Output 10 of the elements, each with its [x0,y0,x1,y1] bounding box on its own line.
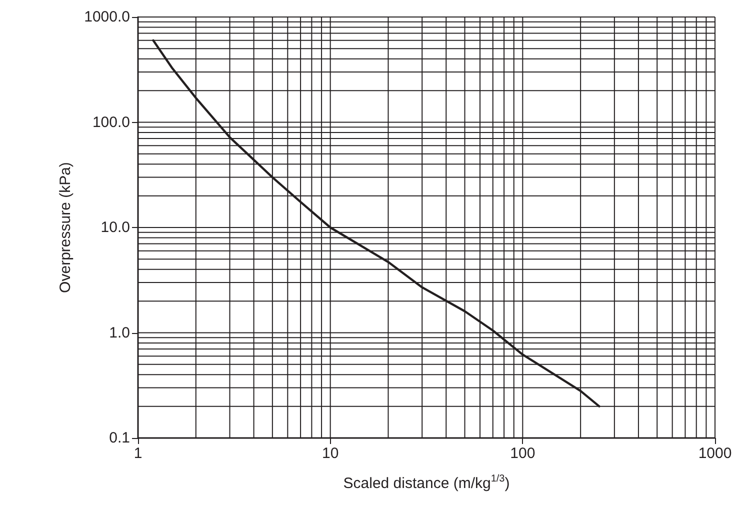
x-tick-label: 100 [510,445,536,462]
x-tick-label: 1 [134,445,142,462]
y-axis-title: Overpressure (kPa) [57,162,74,293]
y-tick-label: 0.1 [109,430,130,446]
y-tick-label: 1.0 [109,324,130,342]
y-tick-label: 1000.0 [84,8,130,26]
x-tick-label: 10 [322,445,339,462]
y-tick-label: 10.0 [100,219,130,236]
x-tick-label: 1000 [698,445,732,462]
y-tick-label: 100.0 [92,114,130,131]
